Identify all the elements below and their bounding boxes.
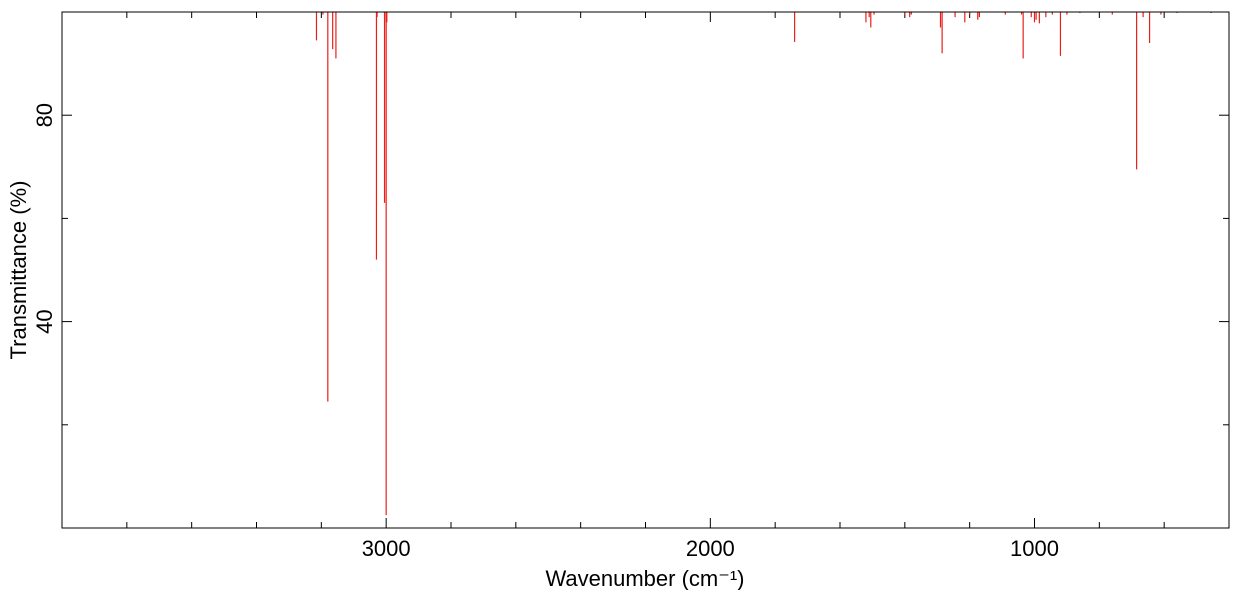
y-tick-label: 40	[32, 309, 57, 333]
y-tick-label: 80	[32, 103, 57, 127]
y-axis-title: Transmittance (%)	[6, 181, 31, 360]
x-axis-title: Wavenumber (cm⁻¹)	[545, 566, 744, 590]
x-tick-label: 3000	[362, 536, 411, 561]
tick-labels: 3000 2000 1000 40 80	[32, 103, 1059, 561]
x-tick-label: 2000	[686, 536, 735, 561]
spectrum-sticks	[315, 12, 1212, 516]
x-tick-label: 1000	[1010, 536, 1059, 561]
axis-ticks	[61, 12, 1230, 528]
plot-frame	[61, 11, 1230, 529]
